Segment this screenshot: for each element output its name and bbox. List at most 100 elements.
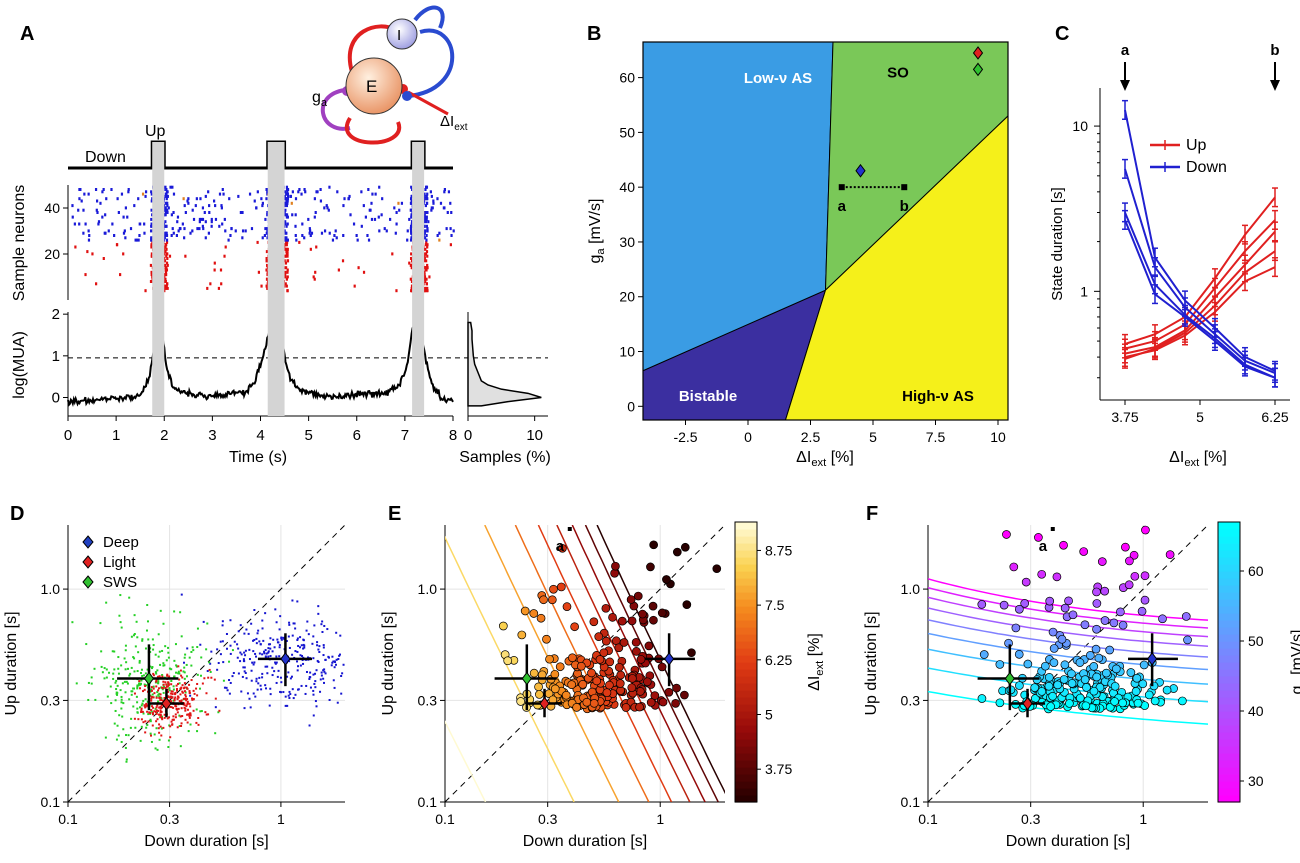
d-point [140,704,143,707]
d-point [322,644,325,647]
colorbar-swatch [1218,767,1240,775]
spike [406,238,409,242]
spike [423,215,427,219]
d-point [320,674,323,677]
spike [117,211,120,214]
colorbar-swatch [735,669,757,677]
d-point [176,708,179,711]
d-point [180,701,183,704]
d-point [136,684,139,687]
cross-marker [521,671,532,686]
spike [230,227,233,231]
d-point [177,707,180,710]
scatter-point [562,602,572,611]
spike [194,204,197,208]
b-ytick-label: 60 [619,70,635,86]
d-point [189,694,192,697]
spike [165,261,169,265]
d-point [150,695,153,698]
d-point [167,739,170,742]
spike [423,236,427,240]
d-point [313,682,316,685]
node-i [386,18,418,50]
scatter-point [687,648,696,658]
d-point [143,688,146,691]
c-series-up [1124,196,1276,345]
d-point [338,654,341,657]
spike [164,266,167,270]
spike [320,231,324,235]
d-point [160,710,163,713]
mua-xtick-label: 3 [208,427,216,444]
d-point [123,657,126,660]
spike [307,217,310,221]
b-ytick-label: 10 [619,344,635,360]
spike [184,211,187,214]
colorbar-tick-label: 50 [1248,633,1264,649]
d-point [133,632,136,635]
spike [105,197,108,201]
d-point [186,698,189,701]
d-point [261,676,264,679]
colorbar-swatch [735,599,757,607]
spike [207,231,210,235]
d-point [296,650,299,653]
spike [163,289,166,293]
d-point [314,672,317,675]
network-schematic: E I ga ΔIext [312,5,468,145]
d-point [162,680,165,683]
mua-xtick-label: 8 [449,427,457,444]
d-point [157,727,160,730]
d-point [205,713,208,716]
spike [229,234,232,237]
spike [409,229,413,233]
cross-marker [143,671,155,686]
spike [261,201,264,205]
colorbar-swatch [735,613,757,621]
spike [294,234,297,237]
scatter-point [1183,635,1192,645]
spike [163,213,166,217]
spike [360,190,363,194]
b-ytick-label: 40 [619,179,635,195]
d-point [180,635,183,638]
scatter-point [561,690,571,700]
scatter-point [567,680,576,689]
d-point [133,670,136,673]
d-point [162,683,165,686]
spike [438,231,441,235]
scatter-point [1129,550,1139,560]
d-point [121,715,124,718]
colorbar-swatch [735,683,757,691]
d-point [162,687,165,690]
d-point [291,653,294,656]
d-point [159,609,162,612]
d-point [271,674,274,677]
scatter-point [576,661,586,671]
d-point [285,640,288,643]
d-point [222,661,225,664]
spike [343,197,346,201]
d-point [152,696,155,699]
d-point [282,691,285,694]
spike [77,208,80,212]
d-point [331,655,334,658]
panel-label-d: D [10,503,24,525]
spike [220,282,223,286]
cross-marker [663,652,675,666]
scatter-point [610,568,619,578]
d-point [133,717,136,720]
d-point [309,686,312,689]
scatter-point [635,687,645,696]
d-point [185,675,188,678]
d-point [160,686,163,689]
spike [312,275,315,279]
d-point [314,680,317,683]
spike [423,259,426,263]
spike [97,222,100,226]
colorbar-swatch [1218,627,1240,635]
d-point [206,670,209,673]
scatter-point [568,653,577,663]
spike [409,263,412,267]
scatter-point [658,697,668,707]
